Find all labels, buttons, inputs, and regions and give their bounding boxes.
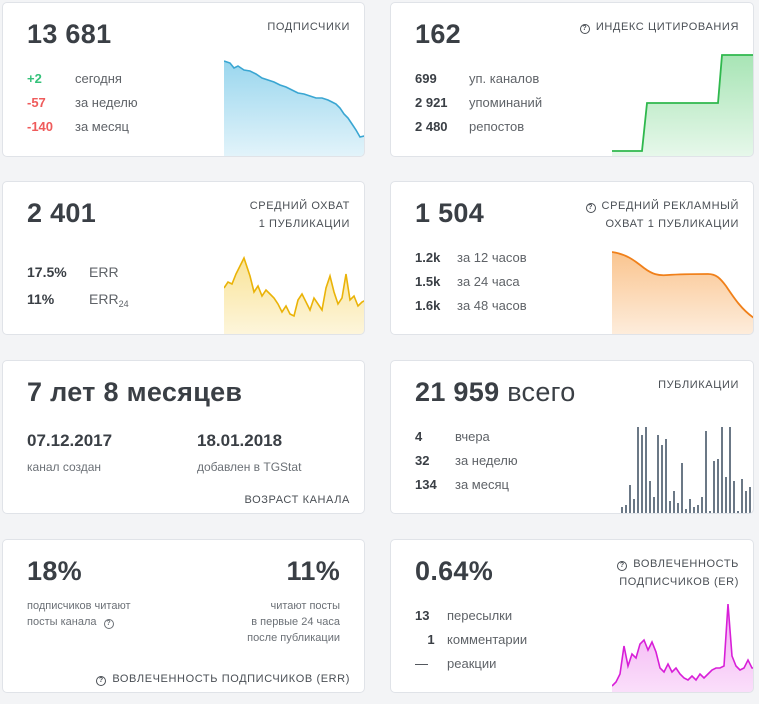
er-count: 0.64%: [415, 556, 494, 586]
stat-row-month: 134 за месяц: [415, 477, 509, 492]
reach-card[interactable]: 2 401 СРЕДНИЙ ОХВАТ 1 ПУБЛИКАЦИИ 17.5% ER…: [2, 181, 365, 335]
stat-row-week: 32 за неделю: [415, 453, 518, 468]
err-left-text: подписчиков читают посты канала ?: [27, 600, 131, 629]
stat-row-channels: 699 уп. каналов: [415, 71, 540, 86]
err-right-text: читают посты в первые 24 часа после публ…: [247, 600, 340, 644]
err-card[interactable]: 18% подписчиков читают посты канала ? 11…: [2, 539, 365, 693]
age-card[interactable]: 7 лет 8 месяцев 07.12.2017 канал создан …: [2, 360, 365, 514]
er-sparkline: [612, 603, 753, 692]
subscribers-card[interactable]: 13 681 ПОДПИСЧИКИ +2 сегодня -57 за неделю…: [2, 2, 365, 157]
stat-row-48h: 1.6k за 48 часов: [415, 298, 527, 313]
created-label: канал создан: [27, 460, 102, 474]
posts-caption: ПУБЛИКАЦИИ: [658, 379, 739, 391]
stat-row-month: -140 за месяц: [27, 119, 129, 134]
er-card[interactable]: 0.64% ? ВОВЛЕЧЕННОСТЬ ПОДПИСЧИКОВ (ER) 13…: [390, 539, 754, 693]
ad-reach-card[interactable]: 1 504 ? СРЕДНИЙ РЕКЛАМНЫЙ ОХВАТ 1 ПУБЛИКА…: [390, 181, 754, 335]
reach-caption: СРЕДНИЙ ОХВАТ 1 ПУБЛИКАЦИИ: [249, 200, 350, 230]
er-stats: 13 пересылки 1 комментарии — реакции: [415, 604, 527, 676]
posts-card[interactable]: 21 959 всего ПУБЛИКАЦИИ 4 вчера 32 за неде…: [390, 360, 754, 514]
ad-reach-stats: 1.2k за 12 часов 1.5k за 24 часа 1.6k за 48…: [415, 246, 527, 318]
help-icon[interactable]: ?: [579, 24, 590, 34]
subscribers-sparkline: [224, 60, 364, 156]
err-caption: ? ВОВЛЕЧЕННОСТЬ ПОДПИСЧИКОВ (ERR): [96, 670, 350, 688]
citation-count: 162: [415, 19, 461, 49]
subscribers-stats: +2 сегодня -57 за неделю -140 за месяц: [27, 67, 138, 139]
stat-row-mentions: 2 921 упоминаний: [415, 95, 543, 110]
reach-count: 2 401: [27, 198, 97, 228]
stat-row-24h: 1.5k за 24 часа: [415, 274, 520, 289]
help-icon[interactable]: ?: [585, 203, 596, 213]
citation-card[interactable]: 162 ? ИНДЕКС ЦИТИРОВАНИЯ 699 уп. каналов 2…: [390, 2, 754, 157]
ad-reach-count: 1 504: [415, 198, 485, 228]
ad-reach-caption: ? СРЕДНИЙ РЕКЛАМНЫЙ ОХВАТ 1 ПУБЛИКАЦИИ: [585, 197, 739, 233]
added-label: добавлен в TGStat: [197, 460, 302, 474]
posts-bar-chart: [621, 427, 751, 513]
age-title: 7 лет 8 месяцев: [27, 377, 243, 407]
stat-row-forwards: 13 пересылки: [415, 608, 513, 623]
stat-row-reactions: — реакции: [415, 656, 497, 671]
added-date: 18.01.2018: [197, 431, 283, 450]
err-left-value: 18%: [27, 556, 82, 586]
err-row: 17.5% ERR: [27, 264, 119, 280]
stat-row-yesterday: 4 вчера: [415, 429, 490, 444]
help-icon[interactable]: ?: [96, 676, 107, 686]
created-date: 07.12.2017: [27, 431, 113, 450]
subscribers-caption: ПОДПИСЧИКИ: [267, 21, 350, 33]
posts-stats: 4 вчера 32 за неделю 134 за месяц: [415, 425, 518, 497]
subscribers-count: 13 681: [27, 19, 112, 49]
citation-stats: 699 уп. каналов 2 921 упоминаний 2 480 репо…: [415, 67, 542, 139]
posts-count: 21 959 всего: [415, 377, 576, 407]
stat-row-12h: 1.2k за 12 часов: [415, 250, 527, 265]
ad-reach-sparkline: [612, 251, 753, 334]
stat-row-week: -57 за неделю: [27, 95, 138, 110]
err-right-value: 11%: [286, 556, 340, 586]
err24-row: 11% ERR24: [27, 291, 129, 309]
stat-row-today: +2 сегодня: [27, 71, 122, 86]
citation-sparkline: [612, 54, 753, 156]
stat-row-reposts: 2 480 репостов: [415, 119, 525, 134]
er-caption: ? ВОВЛЕЧЕННОСТЬ ПОДПИСЧИКОВ (ER): [617, 558, 739, 588]
help-icon[interactable]: ?: [617, 561, 628, 571]
reach-sparkline: [224, 255, 364, 334]
citation-caption: ? ИНДЕКС ЦИТИРОВАНИЯ: [579, 18, 739, 36]
reach-err-stats: 17.5% ERR 11% ERR24: [27, 259, 129, 318]
help-icon[interactable]: ?: [103, 619, 114, 629]
stat-row-comments: 1 комментарии: [427, 632, 528, 647]
age-caption: ВОЗРАСТ КАНАЛА: [244, 494, 350, 506]
